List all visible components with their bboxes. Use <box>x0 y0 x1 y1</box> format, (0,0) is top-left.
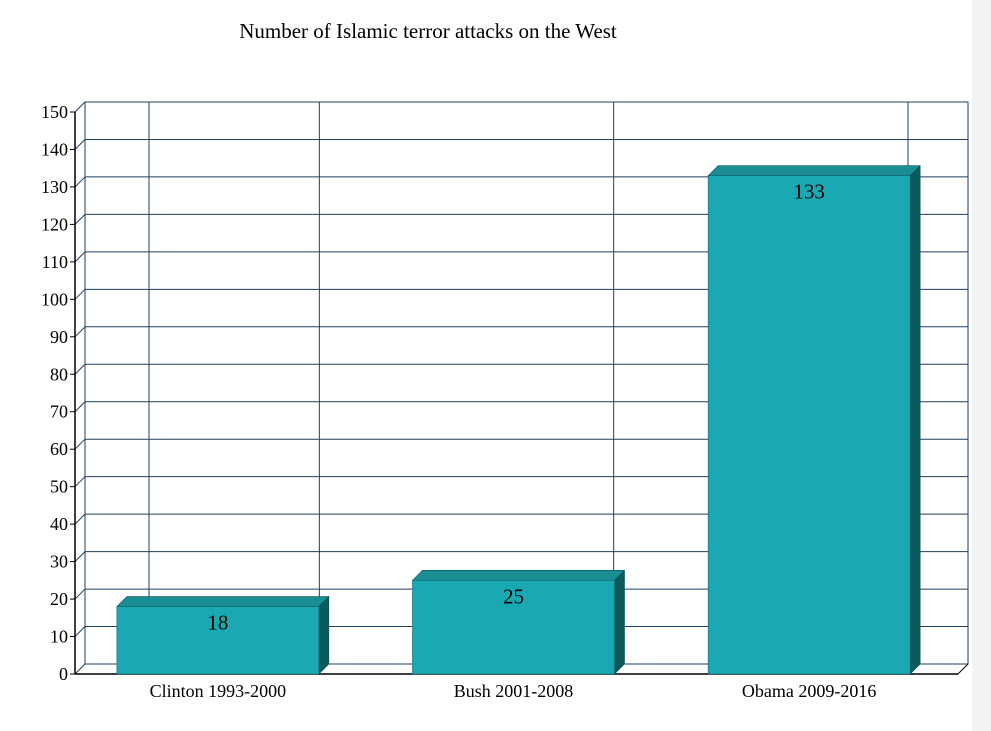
bar-top-face <box>116 596 330 607</box>
wall-diagonal-60 <box>74 438 86 450</box>
bar-value-label: 18 <box>207 611 228 635</box>
wall-diagonal-80 <box>74 363 86 375</box>
bar-side-face <box>318 595 330 675</box>
y-tick-label: 100 <box>41 289 68 309</box>
bar-value-label: 133 <box>793 180 825 204</box>
y-tick-label: 140 <box>41 139 68 159</box>
y-tick-label: 150 <box>41 102 68 122</box>
y-tick-label: 130 <box>41 177 68 197</box>
y-tick-label: 30 <box>50 552 68 572</box>
bar-0 <box>116 595 330 675</box>
bar-side-face <box>909 164 921 675</box>
y-tick-label: 120 <box>41 214 68 234</box>
bar-top-face <box>411 570 626 581</box>
y-tick-label: 60 <box>50 439 68 459</box>
wall-diagonal-50 <box>74 476 86 488</box>
wall-diagonal-0 <box>74 663 86 675</box>
x-tick-label: Clinton 1993-2000 <box>150 681 287 701</box>
wall-diagonal-20 <box>74 588 86 600</box>
wall-diagonal-100 <box>74 288 86 300</box>
bar-1 <box>411 569 626 675</box>
wall-diagonal-140 <box>74 139 86 150</box>
wall-diagonal-150 <box>74 101 86 113</box>
wall-diagonal-120 <box>74 214 86 225</box>
bar-front-face <box>116 606 320 675</box>
wall-diagonal-30 <box>74 551 86 562</box>
y-tick-label: 70 <box>50 402 68 422</box>
y-tick-label: 110 <box>42 252 68 272</box>
y-tick-label: 50 <box>50 477 68 497</box>
labels-layer: 0 10 20 30 40 50 60 70 80 90 100 110 120 130 140 150 18 C… <box>41 102 876 701</box>
y-tick-label: 90 <box>50 327 68 347</box>
bar-front-face <box>412 580 615 675</box>
bar-side-face <box>614 569 625 675</box>
bar-2 <box>707 164 921 675</box>
y-tick-label: 80 <box>50 364 68 384</box>
floor-right-edge <box>957 663 969 675</box>
bar-value-label: 25 <box>503 584 524 608</box>
y-tick-label: 20 <box>50 589 68 609</box>
x-tick-label: Obama 2009-2016 <box>742 681 876 701</box>
bars-layer <box>116 164 921 675</box>
x-tick-label: Bush 2001-2008 <box>454 681 574 701</box>
bar-top-face <box>707 165 921 176</box>
wall-diagonal-110 <box>74 251 86 263</box>
wall-diagonal-90 <box>74 326 86 338</box>
bar-front-face <box>707 175 911 675</box>
chart-title: Number of Islamic terror attacks on the … <box>239 19 617 43</box>
wall-diagonal-10 <box>74 626 86 637</box>
wall-diagonal-130 <box>74 176 86 188</box>
y-tick-label: 0 <box>59 664 68 684</box>
y-tick-label: 10 <box>50 627 68 647</box>
wall-diagonal-70 <box>74 401 86 413</box>
y-tick-label: 40 <box>50 514 68 534</box>
wall-diagonal-40 <box>74 513 86 525</box>
